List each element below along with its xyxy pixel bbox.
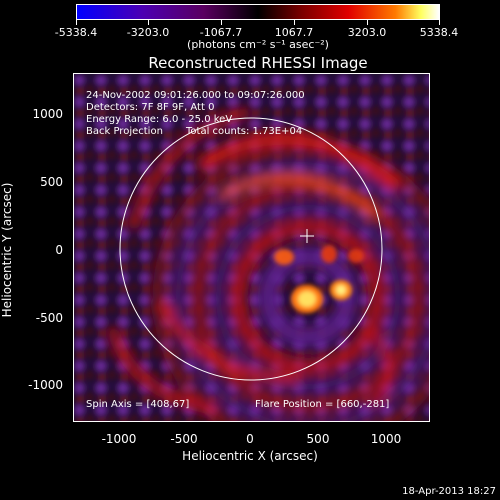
image-title: Reconstructed RHESSI Image bbox=[148, 54, 368, 72]
colorbar-tick-label: 5338.4 bbox=[419, 26, 459, 39]
colorbar-tick-label: -5338.4 bbox=[54, 26, 98, 39]
x-tick-label: 1000 bbox=[370, 432, 402, 446]
y-tick-label: 500 bbox=[40, 175, 63, 189]
colorbar-tick bbox=[76, 20, 77, 25]
x-tick-label: -1000 bbox=[101, 432, 137, 446]
rhessi-image-canvas bbox=[74, 74, 429, 421]
datestamp: 18-Apr-2013 18:27 bbox=[402, 486, 496, 497]
colorbar-tick bbox=[367, 20, 368, 25]
y-axis-label: Heliocentric Y (arcsec) bbox=[0, 182, 14, 318]
colorbar-tick bbox=[221, 20, 222, 25]
detectors-label: Detectors: 7F 8F 9F, Att 0 bbox=[86, 102, 215, 113]
energy-range-label: Energy Range: 6.0 - 25.0 keV bbox=[86, 114, 233, 125]
colorbar-tick bbox=[294, 20, 295, 25]
x-axis-label: Heliocentric X (arcsec) bbox=[182, 449, 318, 463]
rhessi-image: 24-Nov-2002 09:01:26.000 to 09:07:26.000… bbox=[73, 73, 430, 422]
method-label: Back Projection bbox=[86, 126, 163, 137]
x-tick-label: 500 bbox=[306, 432, 330, 446]
colorbar-tick-label: 1067.7 bbox=[274, 26, 314, 39]
colorbar-unit-label: (photons cm⁻² s⁻¹ asec⁻²) bbox=[187, 38, 329, 51]
spin-axis-label: Spin Axis = [408,67] bbox=[86, 399, 190, 410]
colorbar-tick-label: -3203.0 bbox=[126, 26, 170, 39]
colorbar bbox=[76, 4, 440, 20]
colorbar-tick-label: -1067.7 bbox=[199, 26, 243, 39]
total-counts-label: Total counts: 1.73E+04 bbox=[186, 126, 303, 137]
x-tick-label: -500 bbox=[170, 432, 198, 446]
solar-limb-circle bbox=[119, 117, 383, 381]
y-tick-label: 1000 bbox=[32, 107, 63, 121]
y-tick-label: -500 bbox=[35, 311, 63, 325]
colorbar-tick-label: 3203.0 bbox=[347, 26, 387, 39]
flare-position-label: Flare Position = [660,-281] bbox=[255, 399, 390, 410]
y-tick-label: 0 bbox=[55, 243, 63, 257]
x-tick-label: 0 bbox=[246, 432, 254, 446]
colorbar-tick bbox=[439, 20, 440, 25]
colorbar-tick bbox=[148, 20, 149, 25]
y-tick-label: -1000 bbox=[28, 378, 63, 392]
spin-axis-cross-icon bbox=[300, 229, 314, 243]
time-range-label: 24-Nov-2002 09:01:26.000 to 09:07:26.000 bbox=[86, 90, 305, 101]
